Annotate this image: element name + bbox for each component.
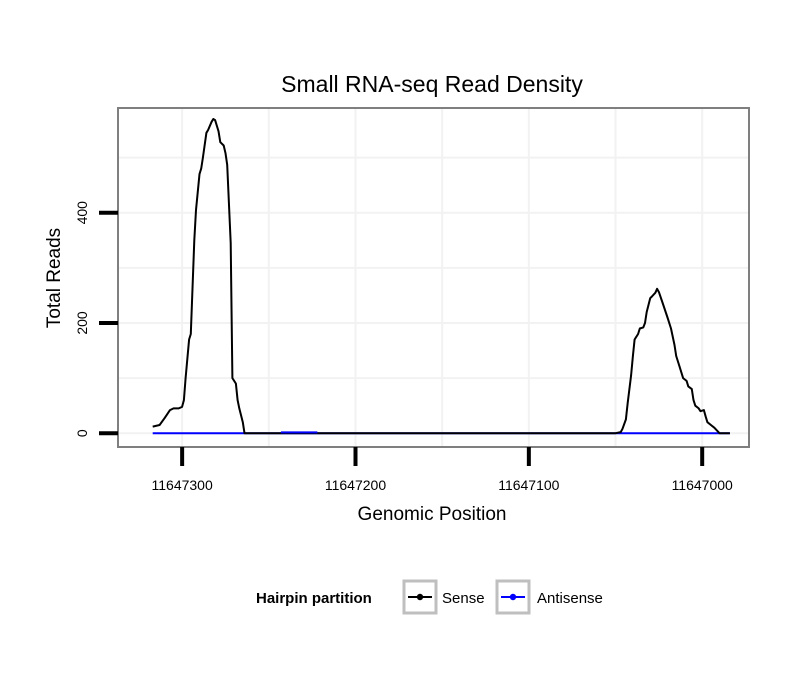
legend-point-antisense bbox=[509, 593, 517, 601]
series-layer bbox=[152, 118, 730, 435]
x-tick-label: 11647200 bbox=[325, 477, 386, 493]
legend-title: Hairpin partition bbox=[256, 590, 372, 607]
chart-title: Small RNA-seq Read Density bbox=[281, 71, 583, 97]
y-tick-label: 200 bbox=[74, 311, 90, 335]
x-axis-title: Genomic Position bbox=[358, 504, 507, 525]
x-axis-ticks: 11647300 11647200 11647100 11647000 bbox=[152, 447, 733, 493]
legend-point-sense bbox=[416, 593, 424, 601]
legend-label-sense: Sense bbox=[442, 590, 485, 607]
y-axis-title: Total Reads bbox=[44, 228, 65, 328]
y-tick-label: 400 bbox=[74, 201, 90, 225]
series-line-sense bbox=[152, 118, 730, 435]
y-axis-ticks: 0 200 400 bbox=[74, 201, 118, 437]
plot-border bbox=[117, 107, 750, 448]
y-tick-label: 0 bbox=[74, 429, 90, 437]
grid-lines bbox=[118, 108, 749, 447]
legend: Hairpin partition Sense Antisense bbox=[256, 579, 603, 615]
plot-panel bbox=[118, 108, 749, 447]
legend-item-antisense: Antisense bbox=[495, 579, 603, 615]
legend-item-sense: Sense bbox=[402, 579, 485, 615]
x-tick-label: 11647000 bbox=[672, 477, 733, 493]
legend-label-antisense: Antisense bbox=[537, 590, 603, 607]
x-tick-label: 11647300 bbox=[152, 477, 213, 493]
x-tick-label: 11647100 bbox=[498, 477, 559, 493]
